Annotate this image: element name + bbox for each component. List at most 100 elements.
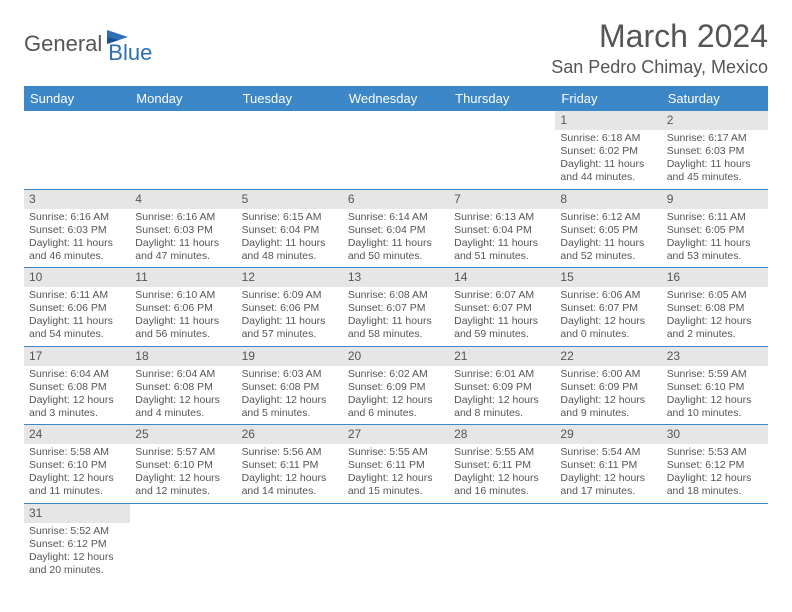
sunrise-text: Sunrise: 6:00 AM [560, 368, 656, 381]
sunset-text: Sunset: 6:02 PM [560, 145, 656, 158]
calendar-day-cell: 8Sunrise: 6:12 AMSunset: 6:05 PMDaylight… [555, 189, 661, 268]
daylight-text: Daylight: 11 hours and 45 minutes. [667, 158, 763, 184]
daylight-text: Daylight: 12 hours and 17 minutes. [560, 472, 656, 498]
calendar-day-cell: 21Sunrise: 6:01 AMSunset: 6:09 PMDayligh… [449, 346, 555, 425]
sunrise-text: Sunrise: 6:11 AM [667, 211, 763, 224]
day-content: Sunrise: 6:00 AMSunset: 6:09 PMDaylight:… [555, 366, 661, 425]
sunrise-text: Sunrise: 5:58 AM [29, 446, 125, 459]
calendar-day-cell: 2Sunrise: 6:17 AMSunset: 6:03 PMDaylight… [662, 111, 768, 189]
calendar-empty-cell [343, 111, 449, 189]
calendar-empty-cell [130, 111, 236, 189]
sunset-text: Sunset: 6:07 PM [454, 302, 550, 315]
sunset-text: Sunset: 6:03 PM [29, 224, 125, 237]
day-content: Sunrise: 5:58 AMSunset: 6:10 PMDaylight:… [24, 444, 130, 503]
day-content: Sunrise: 6:16 AMSunset: 6:03 PMDaylight:… [24, 209, 130, 268]
day-content: Sunrise: 6:01 AMSunset: 6:09 PMDaylight:… [449, 366, 555, 425]
sunset-text: Sunset: 6:08 PM [135, 381, 231, 394]
sunset-text: Sunset: 6:08 PM [242, 381, 338, 394]
sunset-text: Sunset: 6:06 PM [29, 302, 125, 315]
calendar-empty-cell [343, 503, 449, 581]
calendar-day-cell: 27Sunrise: 5:55 AMSunset: 6:11 PMDayligh… [343, 425, 449, 504]
weekday-header: Tuesday [237, 86, 343, 111]
sunset-text: Sunset: 6:10 PM [667, 381, 763, 394]
calendar-week-row: 1Sunrise: 6:18 AMSunset: 6:02 PMDaylight… [24, 111, 768, 189]
day-content: Sunrise: 6:05 AMSunset: 6:08 PMDaylight:… [662, 287, 768, 346]
sunrise-text: Sunrise: 6:14 AM [348, 211, 444, 224]
sunset-text: Sunset: 6:05 PM [560, 224, 656, 237]
sunset-text: Sunset: 6:06 PM [135, 302, 231, 315]
day-number: 10 [24, 268, 130, 287]
sunset-text: Sunset: 6:04 PM [348, 224, 444, 237]
day-number: 26 [237, 425, 343, 444]
sunset-text: Sunset: 6:06 PM [242, 302, 338, 315]
sunset-text: Sunset: 6:11 PM [560, 459, 656, 472]
header: General Blue March 2024 San Pedro Chimay… [24, 18, 768, 78]
day-content: Sunrise: 5:53 AMSunset: 6:12 PMDaylight:… [662, 444, 768, 503]
sunrise-text: Sunrise: 5:55 AM [454, 446, 550, 459]
daylight-text: Daylight: 12 hours and 2 minutes. [667, 315, 763, 341]
day-content: Sunrise: 6:15 AMSunset: 6:04 PMDaylight:… [237, 209, 343, 268]
day-number: 20 [343, 347, 449, 366]
sunset-text: Sunset: 6:11 PM [348, 459, 444, 472]
calendar-day-cell: 9Sunrise: 6:11 AMSunset: 6:05 PMDaylight… [662, 189, 768, 268]
daylight-text: Daylight: 12 hours and 0 minutes. [560, 315, 656, 341]
day-content: Sunrise: 6:17 AMSunset: 6:03 PMDaylight:… [662, 130, 768, 189]
sunset-text: Sunset: 6:11 PM [242, 459, 338, 472]
day-number: 24 [24, 425, 130, 444]
day-number: 5 [237, 190, 343, 209]
calendar-day-cell: 26Sunrise: 5:56 AMSunset: 6:11 PMDayligh… [237, 425, 343, 504]
sunset-text: Sunset: 6:07 PM [560, 302, 656, 315]
day-number: 19 [237, 347, 343, 366]
sunrise-text: Sunrise: 6:02 AM [348, 368, 444, 381]
sunrise-text: Sunrise: 5:54 AM [560, 446, 656, 459]
sunrise-text: Sunrise: 6:15 AM [242, 211, 338, 224]
calendar-week-row: 24Sunrise: 5:58 AMSunset: 6:10 PMDayligh… [24, 425, 768, 504]
day-number: 28 [449, 425, 555, 444]
calendar-day-cell: 14Sunrise: 6:07 AMSunset: 6:07 PMDayligh… [449, 268, 555, 347]
day-content: Sunrise: 5:52 AMSunset: 6:12 PMDaylight:… [24, 523, 130, 582]
day-number: 8 [555, 190, 661, 209]
day-content: Sunrise: 5:56 AMSunset: 6:11 PMDaylight:… [237, 444, 343, 503]
daylight-text: Daylight: 12 hours and 14 minutes. [242, 472, 338, 498]
day-number: 13 [343, 268, 449, 287]
calendar-table: SundayMondayTuesdayWednesdayThursdayFrid… [24, 86, 768, 581]
day-content: Sunrise: 5:57 AMSunset: 6:10 PMDaylight:… [130, 444, 236, 503]
weekday-header: Saturday [662, 86, 768, 111]
day-content: Sunrise: 6:07 AMSunset: 6:07 PMDaylight:… [449, 287, 555, 346]
sunrise-text: Sunrise: 5:55 AM [348, 446, 444, 459]
calendar-day-cell: 24Sunrise: 5:58 AMSunset: 6:10 PMDayligh… [24, 425, 130, 504]
sunrise-text: Sunrise: 6:05 AM [667, 289, 763, 302]
day-content: Sunrise: 5:54 AMSunset: 6:11 PMDaylight:… [555, 444, 661, 503]
sunrise-text: Sunrise: 6:13 AM [454, 211, 550, 224]
calendar-empty-cell [130, 503, 236, 581]
logo: General Blue [24, 22, 152, 66]
sunrise-text: Sunrise: 6:01 AM [454, 368, 550, 381]
sunrise-text: Sunrise: 6:17 AM [667, 132, 763, 145]
sunrise-text: Sunrise: 5:57 AM [135, 446, 231, 459]
sunset-text: Sunset: 6:09 PM [454, 381, 550, 394]
day-content: Sunrise: 6:02 AMSunset: 6:09 PMDaylight:… [343, 366, 449, 425]
day-content: Sunrise: 6:04 AMSunset: 6:08 PMDaylight:… [24, 366, 130, 425]
calendar-empty-cell [237, 111, 343, 189]
sunrise-text: Sunrise: 6:16 AM [135, 211, 231, 224]
day-content: Sunrise: 6:11 AMSunset: 6:05 PMDaylight:… [662, 209, 768, 268]
calendar-day-cell: 18Sunrise: 6:04 AMSunset: 6:08 PMDayligh… [130, 346, 236, 425]
sunrise-text: Sunrise: 6:16 AM [29, 211, 125, 224]
sunrise-text: Sunrise: 6:03 AM [242, 368, 338, 381]
sunrise-text: Sunrise: 6:04 AM [29, 368, 125, 381]
calendar-day-cell: 20Sunrise: 6:02 AMSunset: 6:09 PMDayligh… [343, 346, 449, 425]
daylight-text: Daylight: 12 hours and 6 minutes. [348, 394, 444, 420]
day-number: 25 [130, 425, 236, 444]
calendar-header-row: SundayMondayTuesdayWednesdayThursdayFrid… [24, 86, 768, 111]
day-content: Sunrise: 6:14 AMSunset: 6:04 PMDaylight:… [343, 209, 449, 268]
sunrise-text: Sunrise: 6:18 AM [560, 132, 656, 145]
daylight-text: Daylight: 12 hours and 16 minutes. [454, 472, 550, 498]
calendar-day-cell: 29Sunrise: 5:54 AMSunset: 6:11 PMDayligh… [555, 425, 661, 504]
calendar-day-cell: 22Sunrise: 6:00 AMSunset: 6:09 PMDayligh… [555, 346, 661, 425]
day-content: Sunrise: 6:13 AMSunset: 6:04 PMDaylight:… [449, 209, 555, 268]
daylight-text: Daylight: 12 hours and 3 minutes. [29, 394, 125, 420]
daylight-text: Daylight: 11 hours and 47 minutes. [135, 237, 231, 263]
sunset-text: Sunset: 6:12 PM [29, 538, 125, 551]
calendar-day-cell: 13Sunrise: 6:08 AMSunset: 6:07 PMDayligh… [343, 268, 449, 347]
calendar-empty-cell [662, 503, 768, 581]
